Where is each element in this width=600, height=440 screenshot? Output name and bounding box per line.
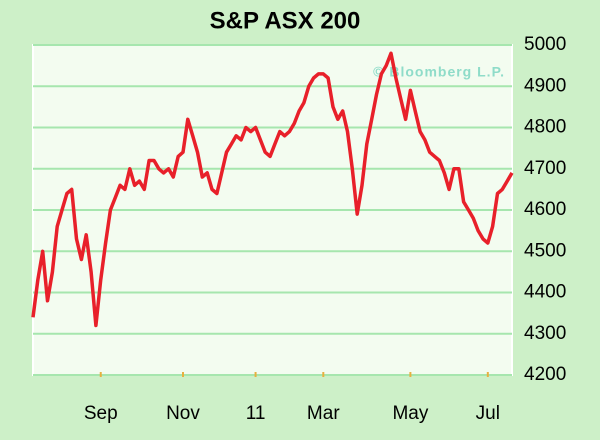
x-tick-label: 11 bbox=[246, 403, 266, 424]
x-tick-label: Jul bbox=[476, 403, 500, 424]
y-tick-label: 4400 bbox=[524, 282, 566, 303]
watermark: © Bloomberg L.P. bbox=[373, 64, 505, 80]
y-tick-label: 4700 bbox=[524, 158, 566, 179]
x-tick-label: Sep bbox=[84, 403, 118, 424]
x-tick-label: Mar bbox=[307, 403, 340, 424]
y-tick-label: 4800 bbox=[524, 117, 566, 138]
y-tick-label: 5000 bbox=[524, 34, 566, 55]
y-tick-label: 4900 bbox=[524, 75, 566, 96]
chart-title: S&P ASX 200 bbox=[210, 7, 361, 34]
y-tick-label: 4300 bbox=[524, 323, 566, 344]
x-tick-label: Nov bbox=[166, 403, 200, 424]
price-line bbox=[31, 51, 514, 328]
y-tick-label: 4600 bbox=[524, 199, 566, 220]
y-tick-label: 4500 bbox=[524, 240, 566, 261]
y-tick-label: 4200 bbox=[524, 364, 566, 385]
x-tick-label: May bbox=[392, 403, 428, 424]
